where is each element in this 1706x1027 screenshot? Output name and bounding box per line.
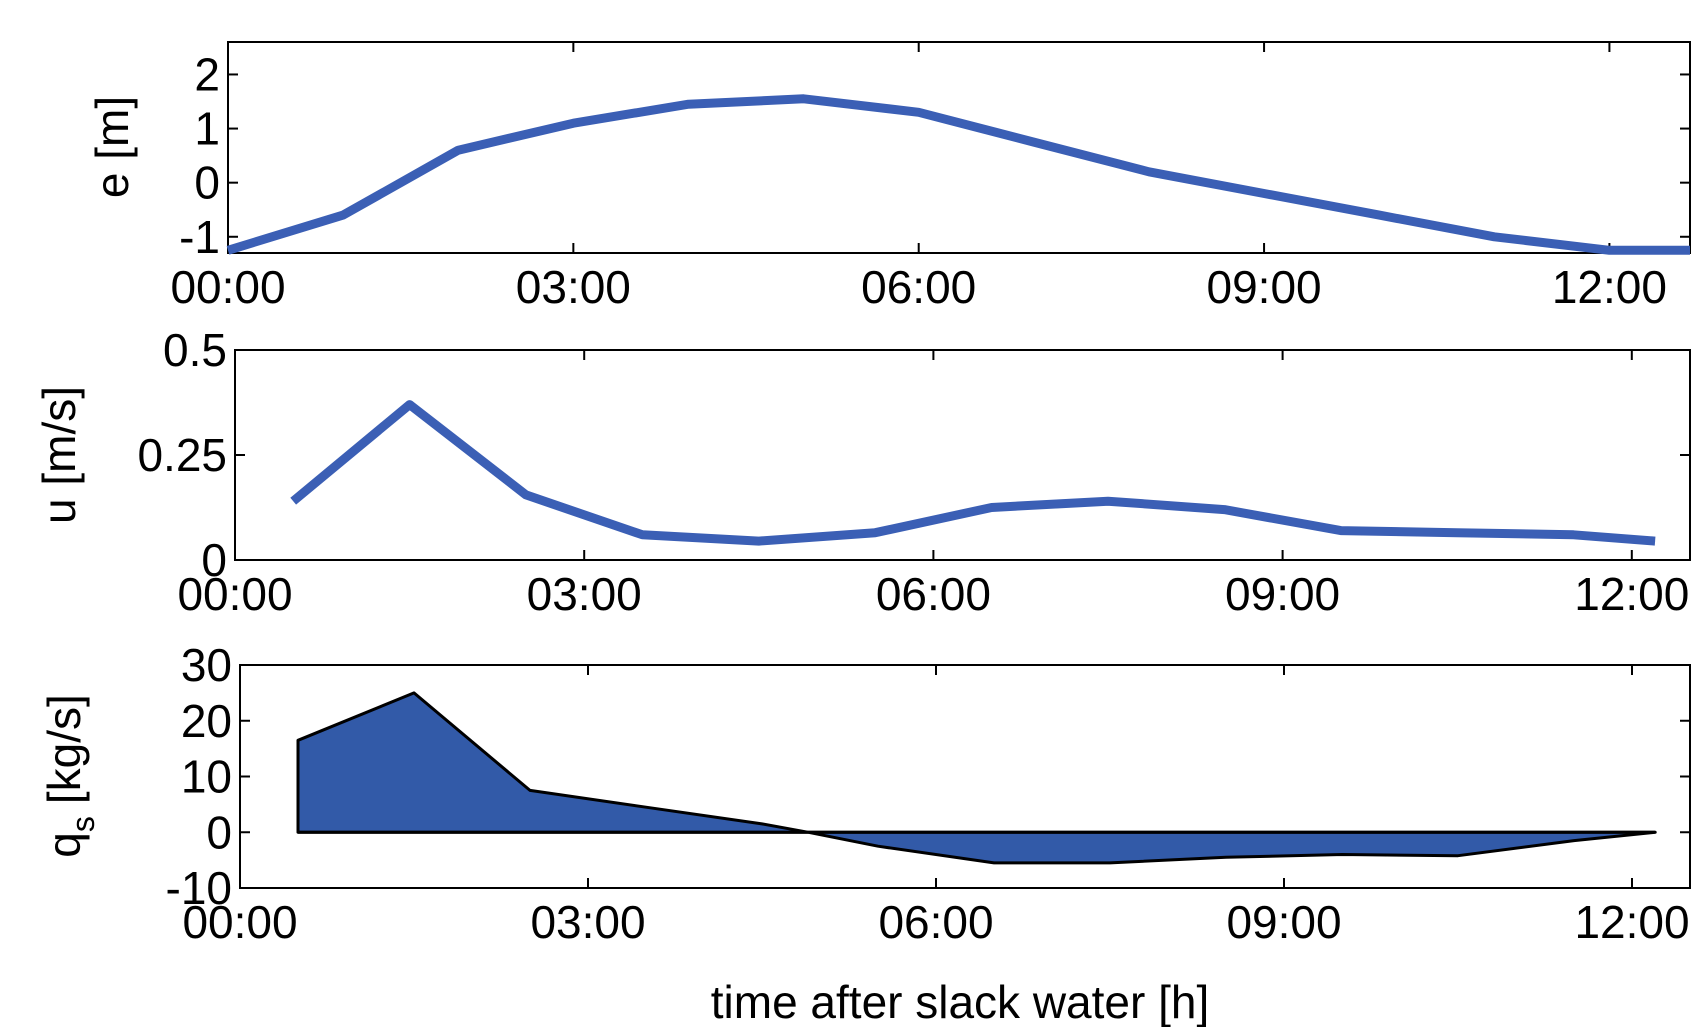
sediment-y-axis-subscript: s — [65, 816, 101, 832]
sediment-y-axis-symbol: q — [38, 832, 90, 858]
sediment-area-fill — [296, 691, 1657, 865]
velocity-x-tick-label: 09:00 — [1225, 568, 1340, 620]
sediment-marks — [296, 691, 1657, 865]
elevation-y-tick-label: 1 — [194, 103, 220, 155]
elevation-y-tick-label: -1 — [179, 211, 220, 263]
elevation-plot-frame — [227, 41, 1691, 254]
sediment-x-tick-label: 03:00 — [530, 896, 645, 948]
sediment-y-tick-label: -10 — [166, 862, 232, 914]
velocity-y-tick-label: 0 — [201, 534, 227, 586]
elevation-x-tick-label: 03:00 — [516, 261, 631, 313]
elevation-x-tick-label: 00:00 — [170, 261, 285, 313]
sediment-y-tick-label: 10 — [181, 751, 232, 803]
sediment-x-tick-label: 12:00 — [1574, 896, 1689, 948]
velocity-marks — [290, 400, 1656, 546]
sediment-y-tick-label: 20 — [181, 695, 232, 747]
elevation-y-tick-label: 2 — [194, 48, 220, 100]
elevation-x-tick-label: 06:00 — [861, 261, 976, 313]
velocity-y-tick-label: 0.25 — [137, 429, 227, 481]
sediment-x-tick-label: 06:00 — [878, 896, 993, 948]
velocity-x-tick-label: 06:00 — [876, 568, 991, 620]
elevation-x-tick-label: 12:00 — [1552, 261, 1667, 313]
sediment-x-tick-label: 09:00 — [1226, 896, 1341, 948]
sediment-y-axis-unit: [kg/s] — [38, 694, 90, 804]
x-axis-title: time after slack water [h] — [711, 976, 1210, 1027]
sediment-y-tick-label: 0 — [206, 806, 232, 858]
velocity-x-tick-label: 00:00 — [177, 568, 292, 620]
velocity-y-axis-title: u [m/s] — [33, 386, 85, 524]
elevation-series-line — [226, 94, 1690, 255]
velocity-series-line — [290, 400, 1656, 546]
velocity-x-tick-label: 03:00 — [527, 568, 642, 620]
elevation-y-tick-label: 0 — [194, 157, 220, 209]
velocity-ticks: 00:00 03:00 06:00 09:00 12:00 0 0.25 0.5 — [137, 324, 1690, 620]
elevation-y-axis-title: e [m] — [86, 96, 138, 198]
velocity-y-tick-label: 0.5 — [163, 324, 227, 376]
velocity-x-tick-label: 12:00 — [1574, 568, 1689, 620]
sediment-y-tick-label: 30 — [181, 639, 232, 691]
sediment-x-tick-label: 00:00 — [182, 896, 297, 948]
elevation-x-tick-label: 09:00 — [1207, 261, 1322, 313]
sediment-y-axis-title: qs [kg/s] — [38, 694, 101, 858]
velocity-panel: 00:00 03:00 06:00 09:00 12:00 0 0.25 0.5 u [m/s… — [33, 324, 1691, 620]
elevation-marks — [226, 94, 1691, 255]
